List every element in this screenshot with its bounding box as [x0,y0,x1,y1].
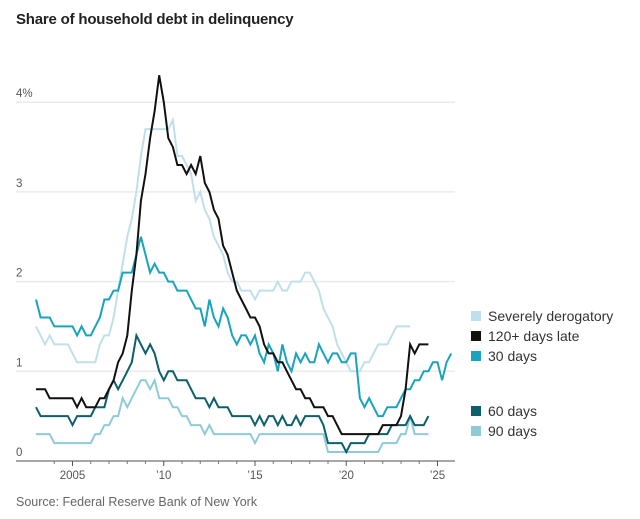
y-tick-label: 1 [16,357,22,369]
y-tick-label: 0 [16,447,22,459]
series-line-60-days [35,332,430,455]
legend-label: Severely derogatory [488,308,614,324]
gridlines [16,101,455,373]
legend-item-90-days: 90 days [471,423,537,439]
legend-label: 90 days [488,423,538,439]
legend-swatch [471,311,481,321]
series-line-30-days [35,236,453,418]
legend-item-120-days-late: 120+ days late [471,328,579,344]
y-axis-ticks: 0 1 2 3 4% [16,88,33,459]
y-tick-label: 2 [16,268,22,280]
legend-item-severely-derogatory: Severely derogatory [471,308,613,324]
legend-item-60-days: 60 days [471,403,537,419]
legend-item-30-days: 30 days [471,348,537,364]
legend-swatch [471,426,481,436]
series-line-90-days [36,377,429,453]
legend-label: 30 days [488,348,538,364]
x-tick-label: 2005 [60,470,86,482]
y-tick-label: 3 [16,178,22,190]
series-line-severely-derogatory [35,116,411,373]
x-axis: 2005 ’10 ’15 ’20 ’25 [16,460,455,482]
legend-swatch [471,331,481,341]
legend-swatch [471,351,481,361]
series-lines [35,75,453,455]
source-note: Source: Federal Reserve Bank of New York [16,495,258,509]
legend-swatch [471,406,481,416]
legend-label: 60 days [488,403,538,419]
chart-title: Share of household debt in delinquency [16,11,294,28]
x-tick-label: ’15 [247,470,262,482]
y-tick-label: 4% [16,88,33,100]
x-tick-label: ’20 [339,470,354,482]
series-line-120-days-late [36,75,429,436]
x-tick-label: ’25 [430,470,445,482]
legend-label: 120+ days late [488,328,580,344]
x-tick-label: ’10 [156,470,171,482]
